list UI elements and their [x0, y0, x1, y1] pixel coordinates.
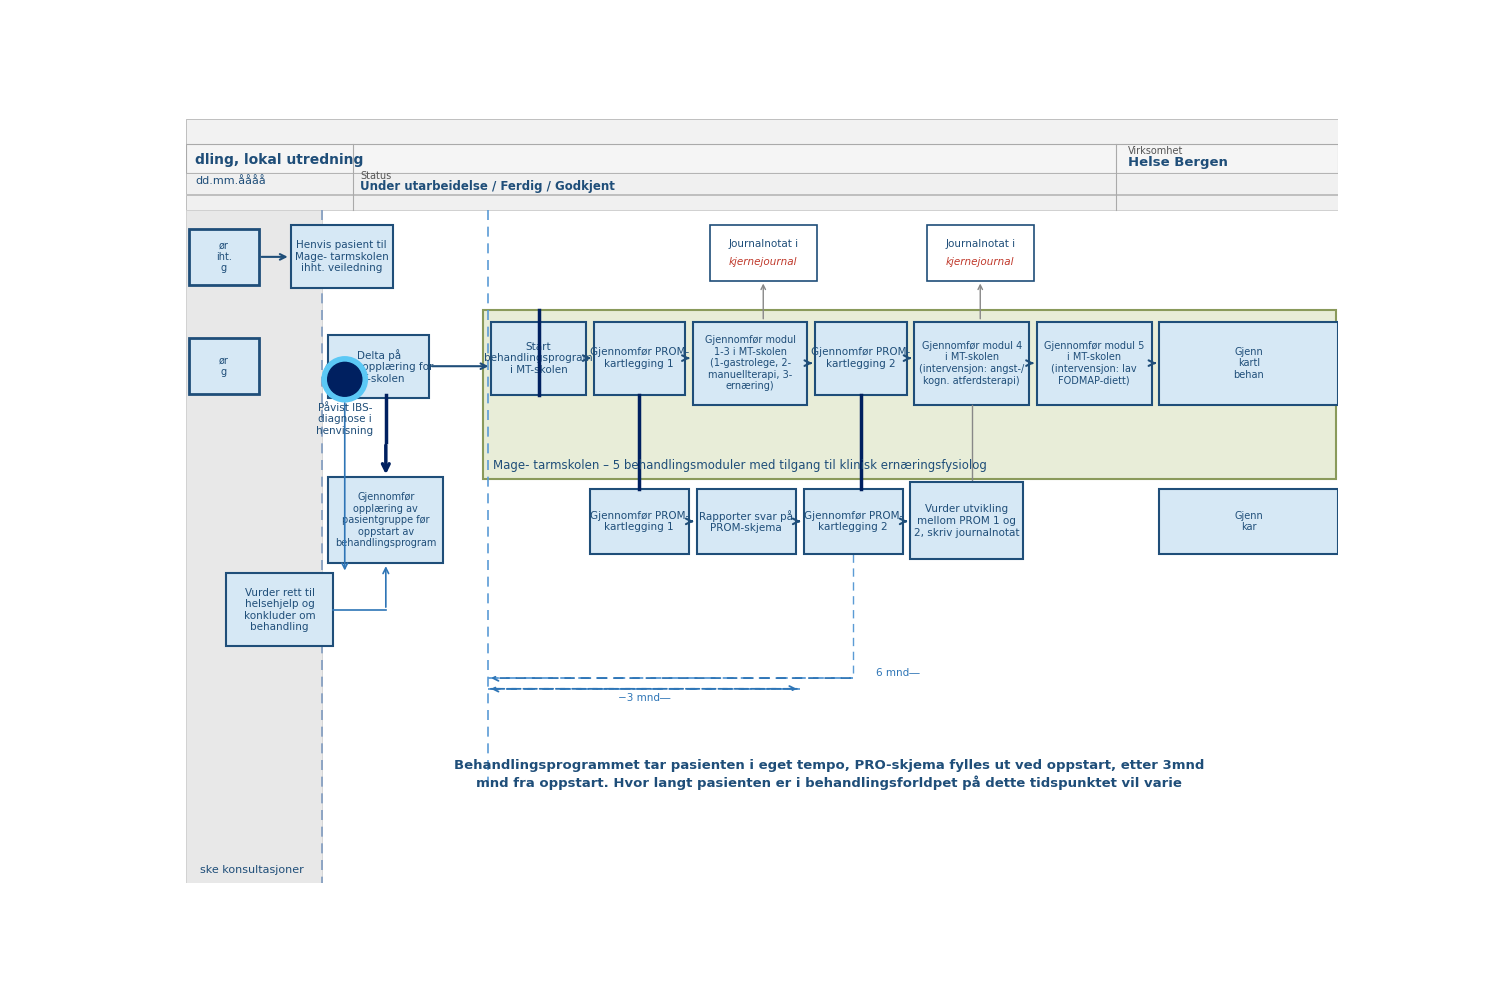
- Text: Journalnotat i: Journalnotat i: [729, 239, 799, 249]
- Bar: [1160, 321, 1338, 405]
- Bar: [590, 489, 688, 555]
- Bar: [186, 144, 1338, 173]
- Text: −3 mnd―: −3 mnd―: [617, 693, 671, 703]
- Bar: [910, 482, 1023, 559]
- Text: Start
behandlingsprogram
i MT-skolen: Start behandlingsprogram i MT-skolen: [485, 341, 593, 375]
- Text: Påvist IBS-
diagnose i
henvisning: Påvist IBS- diagnose i henvisning: [317, 403, 373, 435]
- Text: Gjennomfør
opplæring av
pasientgruppe før
oppstart av
behandlingsprogram: Gjennomfør opplæring av pasientgruppe fø…: [335, 492, 437, 549]
- Bar: [189, 338, 259, 394]
- Text: Gjennomfør PROM-
kartlegging 1: Gjennomfør PROM- kartlegging 1: [590, 347, 688, 369]
- Bar: [693, 321, 807, 405]
- Bar: [803, 489, 903, 555]
- Text: Mage- tarmskolen – 5 behandlingsmoduler med tilgang til klinisk ernæringsfysiolo: Mage- tarmskolen – 5 behandlingsmoduler …: [492, 459, 987, 472]
- Bar: [696, 489, 796, 555]
- Text: Behandlingsprogrammet tar pasienten i eget tempo, PRO-skjema fylles ut ved oppst: Behandlingsprogrammet tar pasienten i eg…: [454, 759, 1204, 773]
- Bar: [593, 321, 686, 395]
- Bar: [491, 321, 586, 395]
- Text: Vurder rett til
helsehjelp og
konkluder om
behandling: Vurder rett til helsehjelp og konkluder …: [244, 587, 315, 632]
- Text: Gjennomfør PROM-
kartlegging 2: Gjennomfør PROM- kartlegging 2: [803, 511, 903, 532]
- Bar: [483, 310, 1335, 479]
- Text: dd.mm.åååå: dd.mm.åååå: [195, 176, 266, 186]
- Bar: [1036, 321, 1151, 405]
- Text: 6 mnd―: 6 mnd―: [876, 668, 920, 678]
- Text: Gjennomfør PROM-
kartlegging 2: Gjennomfør PROM- kartlegging 2: [812, 347, 910, 369]
- Text: Virksomhet: Virksomhet: [1127, 147, 1182, 157]
- Bar: [226, 573, 333, 647]
- Bar: [186, 210, 321, 883]
- Text: Henvis pasient til
Mage- tarmskolen
ihht. veiledning: Henvis pasient til Mage- tarmskolen ihht…: [294, 240, 388, 274]
- Text: mnd fra oppstart. Hvor langt pasienten er i behandlingsforldpet på dette tidspun: mnd fra oppstart. Hvor langt pasienten e…: [476, 776, 1182, 790]
- Circle shape: [324, 358, 366, 400]
- Text: dling, lokal utredning: dling, lokal utredning: [195, 153, 363, 167]
- Text: Delta på
gruppeopplæring for
MT-skolen: Delta på gruppeopplæring for MT-skolen: [324, 348, 433, 384]
- Text: Gjennomfør modul 4
i MT-skolen
(intervensjon: angst-/
kogn. atferdsterapi): Gjennomfør modul 4 i MT-skolen (interven…: [919, 340, 1025, 386]
- Text: Gjenn
kar: Gjenn kar: [1234, 511, 1262, 532]
- Text: Vurder utvikling
mellom PROM 1 og
2, skriv journalnotat: Vurder utvikling mellom PROM 1 og 2, skr…: [915, 504, 1020, 538]
- Text: Journalnotat i: Journalnotat i: [946, 239, 1016, 249]
- Text: Gjennomfør modul
1-3 i MT-skolen
(1-gastrolege, 2-
manuellterapi, 3-
ernæring): Gjennomfør modul 1-3 i MT-skolen (1-gast…: [705, 335, 796, 391]
- Bar: [1158, 489, 1338, 555]
- Bar: [329, 477, 443, 563]
- Text: kjernejournal: kjernejournal: [729, 258, 797, 268]
- Bar: [186, 173, 1338, 194]
- Text: Rapporter svar på
PROM-skjema: Rapporter svar på PROM-skjema: [699, 510, 793, 533]
- Bar: [186, 194, 1338, 210]
- Text: ske konsultasjoner: ske konsultasjoner: [199, 865, 303, 875]
- Bar: [290, 225, 393, 289]
- Text: ør
g: ør g: [219, 355, 229, 377]
- Text: Status: Status: [360, 171, 391, 181]
- Circle shape: [327, 362, 361, 396]
- Bar: [189, 229, 259, 285]
- Bar: [815, 321, 907, 395]
- Bar: [329, 334, 430, 398]
- Bar: [915, 321, 1029, 405]
- Text: ør
iht.
g: ør iht. g: [216, 240, 232, 274]
- Text: Under utarbeidelse / Ferdig / Godkjent: Under utarbeidelse / Ferdig / Godkjent: [360, 180, 616, 192]
- Bar: [926, 225, 1033, 281]
- Bar: [186, 210, 1338, 883]
- Text: Helse Bergen: Helse Bergen: [1127, 157, 1227, 170]
- Text: kjernejournal: kjernejournal: [946, 258, 1014, 268]
- Text: Gjenn
kartl
behan: Gjenn kartl behan: [1233, 346, 1264, 380]
- Bar: [709, 225, 816, 281]
- Bar: [186, 119, 1338, 144]
- Text: Gjennomfør modul 5
i MT-skolen
(intervensjon: lav
FODMAP-diett): Gjennomfør modul 5 i MT-skolen (interven…: [1044, 340, 1145, 386]
- Text: Gjennomfør PROM-
kartlegging 1: Gjennomfør PROM- kartlegging 1: [590, 511, 688, 532]
